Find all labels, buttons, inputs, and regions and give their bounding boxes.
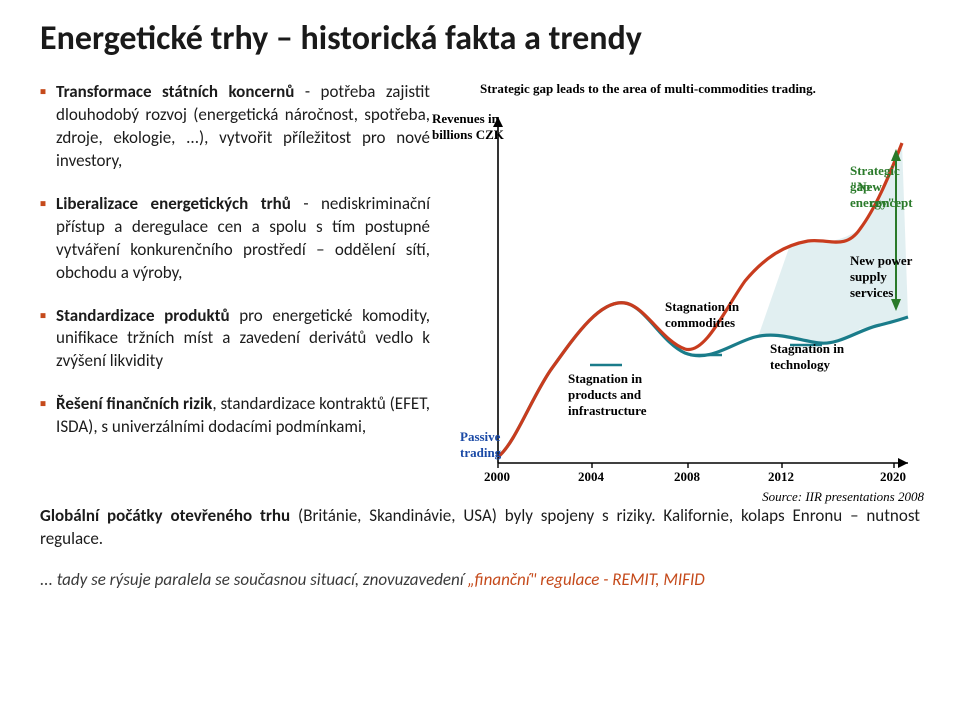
bullet-bold: Liberalizace energetických trhů xyxy=(56,193,291,214)
bullet-text: Transformace státních koncernů - potřeba… xyxy=(56,81,430,173)
xtick: 2000 xyxy=(484,469,510,485)
bullet-bold: Standardizace produktů xyxy=(56,305,230,326)
bullet-text: Liberalizace energetických trhů - nedisk… xyxy=(56,193,430,285)
bullet-mark-icon: ▪ xyxy=(40,393,46,416)
bottom-p2-plain: ... tady se rýsuje paralela se současnou… xyxy=(40,569,468,590)
xtick: 2004 xyxy=(578,469,604,485)
page-title: Energetické trhy – historická fakta a tr… xyxy=(40,18,920,59)
xtick: 2020 xyxy=(880,469,906,485)
chart-svg xyxy=(430,81,920,501)
bullet-text: Řešení finančních rizik, standardizace k… xyxy=(56,393,430,439)
xtick: 2008 xyxy=(674,469,700,485)
content-row: ▪ Transformace státních koncernů - potře… xyxy=(40,81,920,501)
bullet-item: ▪ Liberalizace energetických trhů - nedi… xyxy=(40,193,430,285)
bullet-item: ▪ Transformace státních koncernů - potře… xyxy=(40,81,430,173)
bullet-mark-icon: ▪ xyxy=(40,193,46,216)
ann-gap-3: concept xyxy=(870,195,913,211)
bullet-mark-icon: ▪ xyxy=(40,305,46,328)
bullet-item: ▪ Standardizace produktů pro energetické… xyxy=(40,305,430,374)
bottom-p2: ... tady se rýsuje paralela se současnou… xyxy=(40,569,920,592)
bottom-paragraphs: Globální počátky otevřeného trhu (Britán… xyxy=(40,505,920,592)
bullet-bold: Transformace státních koncernů xyxy=(56,81,294,102)
xtick: 2012 xyxy=(768,469,794,485)
bottom-p2-hl: „finanční" regulace - REMIT, MIFID xyxy=(468,569,705,590)
ann-stagn-tech: Stagnation in technology xyxy=(770,341,844,373)
bottom-p1: Globální počátky otevřeného trhu (Britán… xyxy=(40,505,920,551)
bullet-list: ▪ Transformace státních koncernů - potře… xyxy=(40,81,430,501)
ann-stagn-prod: Stagnation in products and infrastructur… xyxy=(568,371,646,419)
ann-stagn-comm: Stagnation in commodities xyxy=(665,299,739,331)
ann-new-power: New power supply services xyxy=(850,253,912,301)
chart-image: Strategic gap leads to the area of multi… xyxy=(430,81,920,501)
bottom-p1-bold: Globální počátky otevřeného trhu xyxy=(40,505,290,526)
chart-region: Strategic gap leads to the area of multi… xyxy=(430,81,920,501)
bullet-item: ▪ Řešení finančních rizik, standardizace… xyxy=(40,393,430,439)
bullet-mark-icon: ▪ xyxy=(40,81,46,104)
chart-source: Source: IIR presentations 2008 xyxy=(762,489,924,505)
bullet-text: Standardizace produktů pro energetické k… xyxy=(56,305,430,374)
ann-passive: Passive trading xyxy=(460,429,501,461)
bullet-bold: Řešení finančních rizik xyxy=(56,393,212,414)
